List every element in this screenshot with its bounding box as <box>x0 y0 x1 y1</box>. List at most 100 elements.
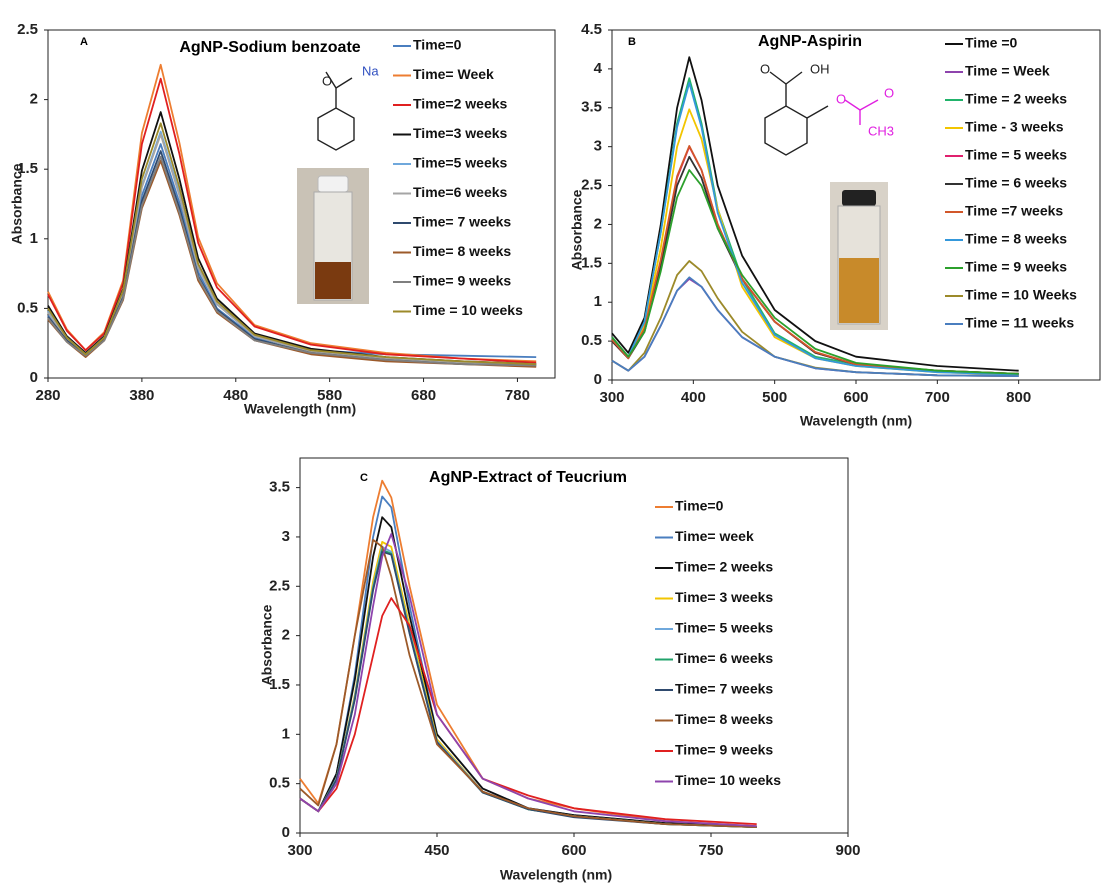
legend-label: Time = 6 weeks <box>965 175 1067 191</box>
legend-label: Time =7 weeks <box>965 203 1063 219</box>
legend-label: Time = 8 weeks <box>965 231 1067 247</box>
chart-title: AgNP-Aspirin <box>758 33 862 50</box>
legend-label: Time=0 <box>413 37 462 53</box>
x-tick-label: 450 <box>424 842 449 859</box>
legend-label: Time=2 weeks <box>413 96 508 112</box>
series-line <box>611 278 1019 377</box>
x-tick-label: 300 <box>287 842 312 859</box>
x-axis-title: Wavelength (nm) <box>500 867 612 883</box>
chart-title: AgNP-Extract of Teucrium <box>429 469 627 486</box>
chart-title: AgNP-Sodium benzoate <box>179 39 360 56</box>
x-tick-label: 900 <box>835 842 860 859</box>
y-axis-title: Absorbance <box>9 163 25 244</box>
legend-label: Time= 5 weeks <box>675 620 773 636</box>
y-tick-label: 2.5 <box>17 21 38 38</box>
legend-label: Time=5 weeks <box>413 155 508 171</box>
molecule-b <box>764 71 879 156</box>
x-tick-label: 580 <box>317 387 342 404</box>
structure-label: O <box>884 85 894 100</box>
y-tick-label: 0 <box>30 369 38 386</box>
y-tick-label: 1.5 <box>269 676 290 693</box>
legend-label: Time= 3 weeks <box>675 589 773 605</box>
y-tick-label: 1 <box>594 293 602 310</box>
y-tick-label: 0 <box>282 824 290 841</box>
structure-label: O <box>836 91 846 106</box>
x-tick-label: 600 <box>843 389 868 406</box>
series-line <box>611 77 1019 375</box>
series-line <box>299 539 757 828</box>
legend-label: Time= 9 weeks <box>413 273 511 289</box>
legend-label: Time=0 <box>675 498 724 514</box>
y-tick-label: 1 <box>282 725 290 742</box>
y-tick-label: 0.5 <box>17 299 38 316</box>
molecule-a <box>317 71 355 151</box>
y-tick-label: 0.5 <box>269 775 290 792</box>
structure-label: O <box>322 73 332 88</box>
panel-letter: C <box>360 472 368 484</box>
x-axis-title: Wavelength (nm) <box>800 413 912 429</box>
y-tick-label: 3.5 <box>581 99 602 116</box>
legend-label: Time= week <box>675 528 754 544</box>
x-tick-label: 680 <box>411 387 436 404</box>
chart-panel: 0 0.5 1 1.5 2 2.5 3 3.5 300 450 600 750 900 C AgNP-Ext… <box>259 457 861 883</box>
x-tick-label: 750 <box>698 842 723 859</box>
structure-label: Na <box>362 63 379 78</box>
series-line <box>47 77 537 364</box>
legend-label: Time = 10 Weeks <box>965 287 1077 303</box>
series-line <box>611 82 1019 376</box>
x-tick-label: 380 <box>129 387 154 404</box>
legend-label: Time= 8 weeks <box>413 243 511 259</box>
series-line <box>611 169 1019 375</box>
legend-label: Time= Week <box>413 66 494 82</box>
legend-label: Time = Week <box>965 63 1050 79</box>
vial-b <box>830 182 888 330</box>
x-tick-label: 700 <box>925 389 950 406</box>
legend-label: Time =0 <box>965 35 1017 51</box>
structure-label: O <box>760 61 770 76</box>
series-line <box>611 145 1019 375</box>
series-line <box>611 276 1019 377</box>
vial-a <box>297 168 369 304</box>
y-tick-label: 2 <box>594 215 602 232</box>
legend-label: Time = 5 weeks <box>965 147 1067 163</box>
legend-label: Time = 9 weeks <box>965 259 1067 275</box>
legend-label: Time = 2 weeks <box>965 91 1067 107</box>
legend-label: Time - 3 weeks <box>965 119 1064 135</box>
y-tick-label: 1.5 <box>581 254 602 271</box>
y-tick-label: 3 <box>594 138 602 155</box>
series-line <box>299 533 757 827</box>
y-axis-title: Absorbance <box>569 189 585 270</box>
plot-frame <box>47 29 556 379</box>
y-tick-label: 2.5 <box>581 177 602 194</box>
x-tick-label: 480 <box>223 387 248 404</box>
x-tick-label: 500 <box>762 389 787 406</box>
x-axis-title: Wavelength (nm) <box>244 401 356 417</box>
y-tick-label: 1.5 <box>17 160 38 177</box>
legend-label: Time=3 weeks <box>413 125 508 141</box>
x-tick-label: 800 <box>1006 389 1031 406</box>
legend-label: Time = 11 weeks <box>965 315 1074 331</box>
series-line <box>47 122 537 365</box>
panel-letter: A <box>80 36 88 48</box>
x-tick-label: 400 <box>681 389 706 406</box>
y-tick-label: 0.5 <box>581 332 602 349</box>
legend-label: Time= 7 weeks <box>413 214 511 230</box>
y-tick-label: 1 <box>30 230 38 247</box>
panel-letter: B <box>628 36 636 48</box>
chart-panel: 0 0.5 1 1.5 2 2.5 3 3.5 4 4.5 300 400 500 600 700 800 B A… <box>569 21 1101 429</box>
series-line <box>47 111 537 365</box>
x-tick-label: 280 <box>35 387 60 404</box>
y-tick-label: 4 <box>594 60 603 77</box>
legend-label: Time= 7 weeks <box>675 681 773 697</box>
legend-label: Time= 6 weeks <box>675 650 773 666</box>
structure-label: OH <box>810 61 830 76</box>
y-tick-label: 2.5 <box>269 577 290 594</box>
y-tick-label: 0 <box>594 371 602 388</box>
legend-label: Time=6 weeks <box>413 184 508 200</box>
y-tick-label: 3 <box>282 528 290 545</box>
series-line <box>299 597 757 825</box>
series-line <box>611 145 1019 375</box>
x-tick-label: 780 <box>505 387 530 404</box>
